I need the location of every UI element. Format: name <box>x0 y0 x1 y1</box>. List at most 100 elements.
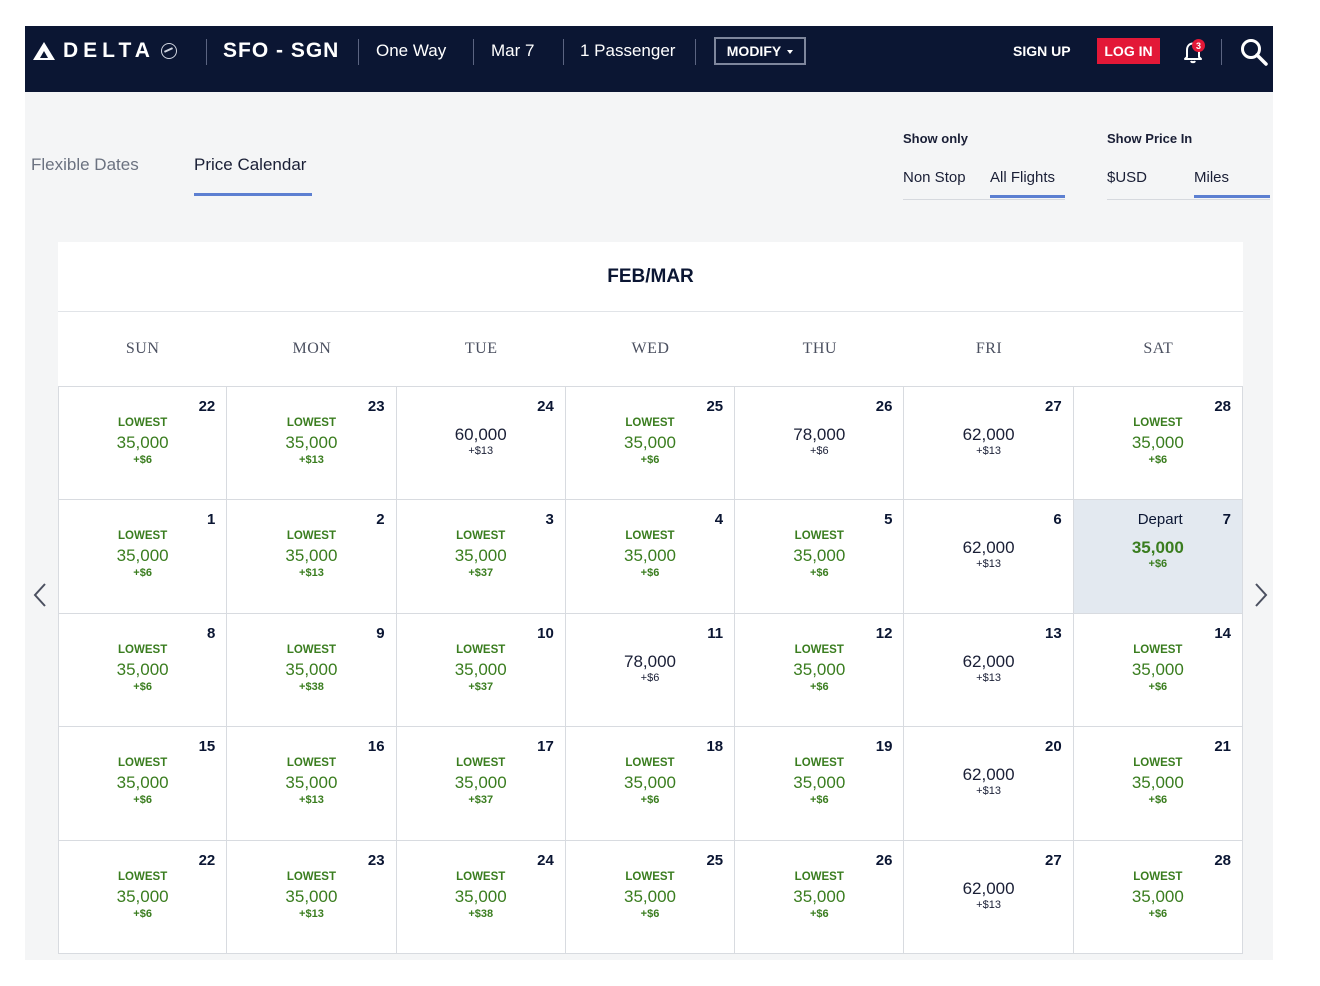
day-number: 16 <box>367 738 385 756</box>
calendar-day-cell[interactable]: 2 LOWEST 35,000 +$13 <box>227 500 397 614</box>
calendar-day-cell[interactable]: 23 LOWEST 35,000 +$13 <box>227 387 397 501</box>
tax-fee: +$13 <box>976 671 1001 684</box>
chevron-right-icon[interactable] <box>1250 580 1272 610</box>
lowest-badge: LOWEST <box>1133 757 1183 770</box>
non-stop-option[interactable]: Non Stop <box>903 169 966 186</box>
day-number: 18 <box>706 738 724 756</box>
calendar-day-cell[interactable]: 12 LOWEST 35,000 +$6 <box>735 613 905 728</box>
day-number: 23 <box>367 398 385 415</box>
calendar-day-cell[interactable]: 6 62,000 +$13 <box>904 500 1074 614</box>
calendar-day-cell[interactable]: 27 62,000 +$13 <box>904 387 1074 501</box>
calendar-day-cell[interactable]: 9 LOWEST 35,000 +$38 <box>227 613 397 728</box>
day-number: 25 <box>706 398 724 415</box>
lowest-badge: LOWEST <box>625 757 675 770</box>
calendar-day-cell[interactable]: 25 LOWEST 35,000 +$6 <box>565 840 736 954</box>
calendar-day-cell[interactable]: 16 LOWEST 35,000 +$13 <box>227 727 397 841</box>
delta-logo[interactable]: DELTA <box>33 26 177 76</box>
log-in-button[interactable]: LOG IN <box>1097 38 1160 64</box>
usd-option[interactable]: $USD <box>1107 169 1148 186</box>
day-number: 3 <box>545 511 554 529</box>
lowest-badge: LOWEST <box>286 643 337 656</box>
lowest-badge: LOWEST <box>286 530 337 543</box>
calendar-day-cell[interactable]: 1 LOWEST 35,000 +$6 <box>58 500 228 614</box>
trip-type: One Way <box>376 41 447 60</box>
chevron-left-icon[interactable] <box>29 580 51 610</box>
miles-price: 35,000 <box>454 886 507 906</box>
calendar-day-cell[interactable]: 15 LOWEST 35,000 +$6 <box>58 727 228 841</box>
miles-price: 35,000 <box>1131 659 1184 679</box>
miles-price: 35,000 <box>285 659 338 679</box>
calendar-day-cell[interactable]: 5 LOWEST 35,000 +$6 <box>735 500 905 614</box>
tax-fee: +$6 <box>1148 558 1168 571</box>
miles-price: 35,000 <box>793 546 846 566</box>
calendar-day-cell[interactable]: 11 78,000 +$6 <box>565 613 736 728</box>
lowest-badge: LOWEST <box>625 530 675 543</box>
calendar-day-cell[interactable]: 22 LOWEST 35,000 +$6 <box>58 387 228 501</box>
day-number: 23 <box>367 851 385 869</box>
calendar-day-cell[interactable]: 13 62,000 +$13 <box>904 613 1074 728</box>
weekday-label: FRI <box>975 340 1003 357</box>
tax-fee: +$6 <box>133 567 152 580</box>
calendar-day-cell[interactable]: 14 LOWEST 35,000 +$6 <box>1073 613 1243 728</box>
day-number: 14 <box>1214 624 1231 642</box>
calendar-day-cell[interactable]: 4 LOWEST 35,000 +$6 <box>565 500 736 614</box>
calendar-day-cell[interactable]: 28 LOWEST 35,000 +$6 <box>1073 840 1243 954</box>
calendar-day-cell[interactable]: 24 LOWEST 35,000 +$38 <box>396 840 566 954</box>
miles-price: 35,000 <box>116 546 169 566</box>
calendar-grid: 22 LOWEST 35,000 +$6 23 LOWEST 35,000 +$13 24 60,… <box>58 387 1243 954</box>
calendar-day-cell[interactable]: 26 78,000 +$6 <box>735 387 905 501</box>
day-number: 8 <box>206 624 216 642</box>
tax-fee: +$13 <box>299 907 324 920</box>
day-number: 24 <box>537 851 554 869</box>
notification-badge: 3 <box>1192 39 1205 52</box>
tax-fee: +$6 <box>809 794 829 807</box>
sign-up-link[interactable]: SIGN UP <box>1013 43 1071 59</box>
calendar-day-cell[interactable]: 20 62,000 +$13 <box>904 727 1074 841</box>
calendar-day-cell[interactable]: 27 62,000 +$13 <box>904 840 1074 954</box>
calendar-day-cell[interactable]: 10 LOWEST 35,000 +$37 <box>396 613 566 728</box>
tax-fee: +$6 <box>133 680 152 693</box>
calendar-day-cell[interactable]: 18 LOWEST 35,000 +$6 <box>565 727 736 841</box>
day-number: 7 <box>1222 511 1231 529</box>
tax-fee: +$13 <box>976 898 1001 911</box>
calendar-day-cell[interactable]: 7 Depart 35,000 +$6 <box>1073 500 1243 614</box>
tax-fee: +$6 <box>640 671 660 684</box>
lowest-badge: LOWEST <box>286 757 337 770</box>
tax-fee: +$37 <box>468 794 494 807</box>
miles-price: 35,000 <box>623 773 676 793</box>
tax-fee: +$6 <box>640 454 660 466</box>
modify-button[interactable]: MODIFY <box>714 37 806 65</box>
calendar-day-cell[interactable]: 26 LOWEST 35,000 +$6 <box>735 840 905 954</box>
miles-price: 35,000 <box>116 659 169 679</box>
miles-price: 35,000 <box>793 886 846 906</box>
search-icon[interactable] <box>1239 37 1269 67</box>
lowest-badge: LOWEST <box>118 870 168 883</box>
calendar-day-cell[interactable]: 3 LOWEST 35,000 +$37 <box>396 500 566 614</box>
tax-fee: +$13 <box>976 558 1001 571</box>
tab-price-calendar[interactable]: Price Calendar <box>194 155 307 174</box>
tax-fee: +$13 <box>299 567 324 580</box>
price-calendar: FEB/MAR SUN MON TUE WED THU FRI SAT 22 LO… <box>58 242 1243 954</box>
divider <box>206 39 207 65</box>
tax-fee: +$37 <box>468 567 494 580</box>
miles-price: 60,000 <box>454 425 507 444</box>
miles-option[interactable]: Miles <box>1194 169 1230 186</box>
calendar-day-cell[interactable]: 25 LOWEST 35,000 +$6 <box>565 387 736 501</box>
all-flights-option[interactable]: All Flights <box>990 169 1056 186</box>
calendar-day-cell[interactable]: 17 LOWEST 35,000 +$37 <box>396 727 566 841</box>
day-number: 25 <box>706 851 724 869</box>
calendar-day-cell[interactable]: 23 LOWEST 35,000 +$13 <box>227 840 397 954</box>
calendar-day-cell[interactable]: 21 LOWEST 35,000 +$6 <box>1073 727 1243 841</box>
day-number: 28 <box>1214 851 1231 869</box>
miles-price: 35,000 <box>623 546 676 566</box>
calendar-day-cell[interactable]: 28 LOWEST 35,000 +$6 <box>1073 387 1243 501</box>
chevron-down-icon <box>787 50 794 54</box>
miles-price: 35,000 <box>1131 433 1184 452</box>
miles-price: 35,000 <box>1131 886 1184 906</box>
miles-price: 78,000 <box>793 425 846 444</box>
calendar-day-cell[interactable]: 24 60,000 +$13 <box>396 387 566 501</box>
calendar-day-cell[interactable]: 8 LOWEST 35,000 +$6 <box>58 613 228 728</box>
calendar-day-cell[interactable]: 22 LOWEST 35,000 +$6 <box>58 840 228 954</box>
calendar-day-cell[interactable]: 19 LOWEST 35,000 +$6 <box>735 727 905 841</box>
tab-flexible-dates[interactable]: Flexible Dates <box>31 155 139 174</box>
